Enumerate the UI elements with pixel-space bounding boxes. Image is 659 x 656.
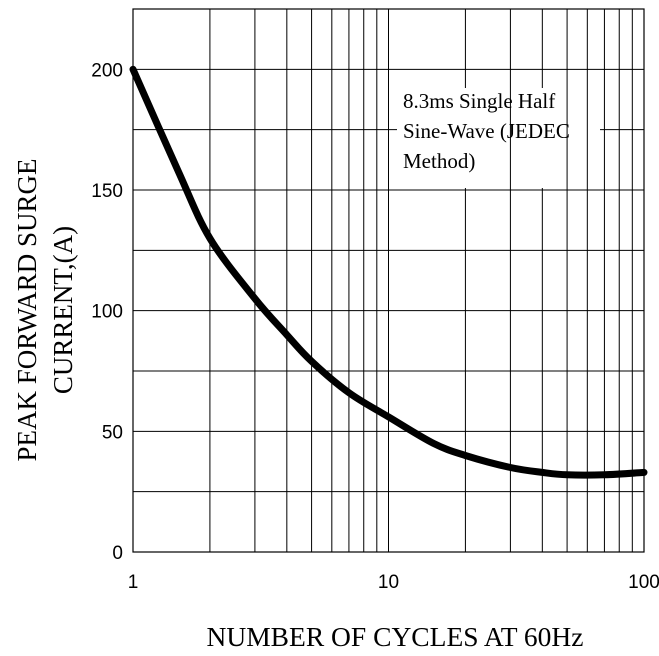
y-tick-label: 100 [91, 302, 123, 323]
series-layer [129, 65, 648, 479]
x-tick-labels: 1 10 100 [128, 572, 659, 593]
x-tick-label: 1 [128, 572, 139, 593]
plot-frame [132, 8, 645, 553]
y-axis-label-line-2: CURRENT,(A) [48, 226, 78, 394]
y-axis-label-line-1: PEAK FORWARD SURGE [12, 158, 42, 461]
annotation-box: 8.3ms Single Half Sine-Wave (JEDEC Method) [397, 88, 600, 188]
plot-border [132, 8, 645, 553]
annotation-line-2: Sine-Wave (JEDEC [403, 119, 570, 143]
annotation-line-3: Method) [403, 149, 475, 173]
annotation-background [397, 88, 600, 188]
y-tick-label: 0 [112, 543, 123, 564]
x-tick-label: 100 [628, 572, 659, 593]
y-tick-label: 150 [91, 181, 123, 202]
y-tick-label: 50 [102, 422, 123, 443]
y-tick-label: 200 [91, 60, 123, 81]
y-tick-labels: 0 50 100 150 200 [91, 60, 123, 564]
surge-current-curve [129, 65, 648, 479]
x-axis-label: NUMBER OF CYCLES AT 60Hz [207, 622, 584, 652]
annotation-line-1: 8.3ms Single Half [403, 89, 555, 113]
x-tick-label: 10 [378, 572, 399, 593]
